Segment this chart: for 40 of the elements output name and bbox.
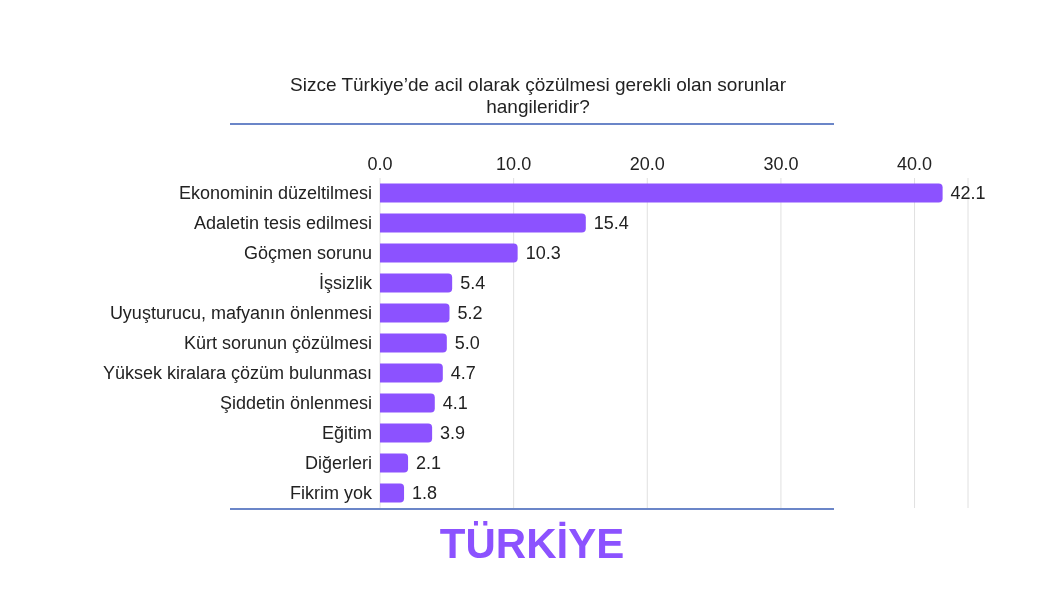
data-label: 4.1 [442, 393, 468, 414]
bar [380, 333, 447, 353]
bar [380, 273, 453, 293]
bar [380, 363, 443, 383]
x-tick-label: 0.0 [367, 154, 393, 174]
data-label: 4.7 [450, 363, 476, 384]
bar [380, 213, 586, 233]
bar [380, 483, 405, 503]
y-tick-label: Diğerleri [304, 453, 372, 474]
y-tick-label: Yüksek kiralara çözüm bulunması [102, 363, 372, 384]
y-tick-label: Kürt sorunun çözülmesi [183, 333, 372, 354]
x-tick-label: 40.0 [897, 154, 933, 174]
data-label: 5.0 [454, 333, 480, 354]
bar [380, 453, 409, 473]
y-tick-label: Fikrim yok [290, 483, 373, 504]
data-label: 1.8 [412, 483, 438, 504]
x-tick-label: 30.0 [763, 154, 799, 174]
x-tick-label: 20.0 [629, 154, 665, 174]
text: TÜRKİYE [438, 520, 626, 568]
y-tick-label: İşsizlik [319, 273, 373, 294]
data-label: 42.1 [950, 183, 986, 204]
bar [380, 303, 450, 323]
y-tick-label: Göçmen sorunu [243, 243, 372, 264]
bar [380, 183, 943, 203]
y-tick-label: Ekonominin düzeltilmesi [178, 183, 372, 204]
y-tick-label: Şiddetin önlenmesi [219, 393, 372, 414]
data-label: 2.1 [416, 453, 442, 474]
data-label: 10.3 [525, 243, 561, 264]
data-label: 15.4 [593, 213, 629, 234]
chart-title: Sizce Türkiye’de acil olarak çözülmesi gerekli olan sorunlar hangileridir? [289, 74, 787, 118]
data-label: 3.9 [440, 423, 466, 444]
data-label: 5.4 [460, 273, 486, 294]
data-label: 5.2 [457, 303, 483, 324]
bar [380, 423, 433, 443]
y-tick-label: Eğitim [321, 423, 372, 444]
bar [380, 243, 518, 263]
bar [380, 393, 435, 413]
y-tick-label: Adaletin tesis edilmesi [193, 213, 372, 234]
y-tick-label: Uyuşturucu, mafyanın önlenmesi [109, 303, 372, 324]
x-tick-label: 10.0 [496, 154, 532, 174]
